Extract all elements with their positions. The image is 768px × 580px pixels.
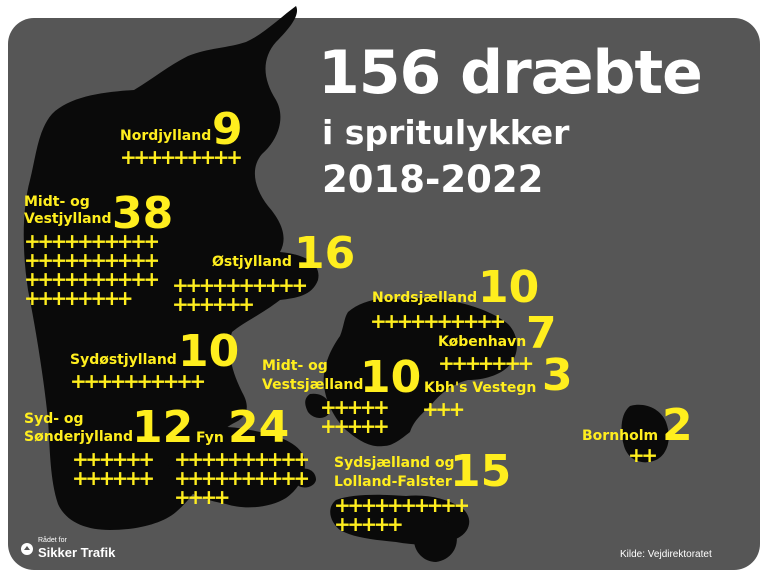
logo-text-big: Sikker Trafik xyxy=(38,545,116,560)
fatality-crosses-syd-sonderjylland: ++++++ ++++++ xyxy=(72,447,155,490)
region-count-syd-sonderjylland: 12 xyxy=(132,402,194,453)
fatality-crosses-fyn: ++++++++++ ++++++++++ ++++ xyxy=(174,447,310,509)
fatality-crosses-midt-vestjylland: ++++++++++ ++++++++++ ++++++++++ +++++++… xyxy=(24,229,160,310)
region-name-syd-sonderjylland-line-1: Syd- og xyxy=(24,411,84,427)
fatality-crosses-kbh-vestegn: +++ xyxy=(422,397,465,421)
region-name-ostjylland: Østjylland xyxy=(212,254,292,270)
region-count-sydostjylland: 10 xyxy=(178,326,240,377)
fatality-crosses-nordsjaelland: ++++++++++ xyxy=(370,309,506,333)
region-name-nordsjaelland: Nordsjælland xyxy=(372,290,478,306)
region-count-fyn: 24 xyxy=(228,402,290,453)
fatality-crosses-nordjylland: +++++++++ xyxy=(120,145,243,169)
region-name-fyn: Fyn xyxy=(196,430,224,446)
region-count-bornholm: 2 xyxy=(662,400,693,451)
region-name-midt-vestsjaelland-line-1: Midt- og xyxy=(262,358,328,374)
region-name-midt-vestjylland-line-1: Midt- og xyxy=(24,194,90,210)
funen-shape xyxy=(166,426,305,508)
title-line-1: 156 dræbte xyxy=(318,38,703,108)
region-name-kobenhavn: København xyxy=(438,334,527,350)
fatality-crosses-sydsjaelland-lolland-falster: ++++++++++ +++++ xyxy=(334,493,470,536)
fatality-crosses-sydostjylland: ++++++++++ xyxy=(70,369,206,393)
region-count-midt-vestjylland: 38 xyxy=(112,188,174,239)
source-credit: Kilde: Vejdirektoratet xyxy=(620,549,712,560)
region-name-sydostjylland: Sydøstjylland xyxy=(70,352,177,368)
region-count-sydsjaelland-lolland-falster: 15 xyxy=(450,446,512,497)
region-name-bornholm: Bornholm xyxy=(582,428,659,444)
lolland-falster-shape-south xyxy=(414,518,457,562)
region-count-nordsjaelland: 10 xyxy=(478,262,540,313)
island-shape xyxy=(305,393,331,418)
fatality-crosses-midt-vestsjaelland: +++++ +++++ xyxy=(320,395,390,438)
traffic-council-emblem-icon xyxy=(21,543,33,555)
fatality-crosses-kobenhavn: +++++++ xyxy=(438,351,534,375)
region-count-midt-vestsjaelland: 10 xyxy=(360,352,422,403)
island-shape xyxy=(293,468,316,488)
bornholm-shape xyxy=(621,404,669,463)
region-count-ostjylland: 16 xyxy=(294,228,356,279)
title-line-3: 2018-2022 xyxy=(322,158,544,201)
title-line-2: i spritulykker xyxy=(322,113,570,152)
region-count-kbh-vestegn: 3 xyxy=(542,350,573,401)
region-name-kbh-vestegn: Kbh's Vestegn xyxy=(424,380,537,396)
fatality-crosses-bornholm: ++ xyxy=(628,443,658,467)
region-name-sydsjaelland-lolland-falster-line-1: Sydsjælland og xyxy=(334,455,455,471)
jutland-shape xyxy=(23,6,319,530)
region-name-nordjylland: Nordjylland xyxy=(120,128,212,144)
region-count-kobenhavn: 7 xyxy=(526,308,557,359)
region-name-midt-vestjylland-line-2: Vestjylland xyxy=(24,211,112,227)
logo-text-small: Rådet for xyxy=(38,537,67,544)
zealand-shape xyxy=(323,297,517,447)
region-name-sydsjaelland-lolland-falster-line-2: Lolland-Falster xyxy=(334,474,452,490)
fatality-crosses-ostjylland: ++++++++++ ++++++ xyxy=(172,273,308,316)
region-name-syd-sonderjylland-line-2: Sønderjylland xyxy=(24,429,134,445)
region-count-nordjylland: 9 xyxy=(212,104,243,155)
region-name-midt-vestsjaelland-line-2: Vestsjælland xyxy=(262,377,364,393)
